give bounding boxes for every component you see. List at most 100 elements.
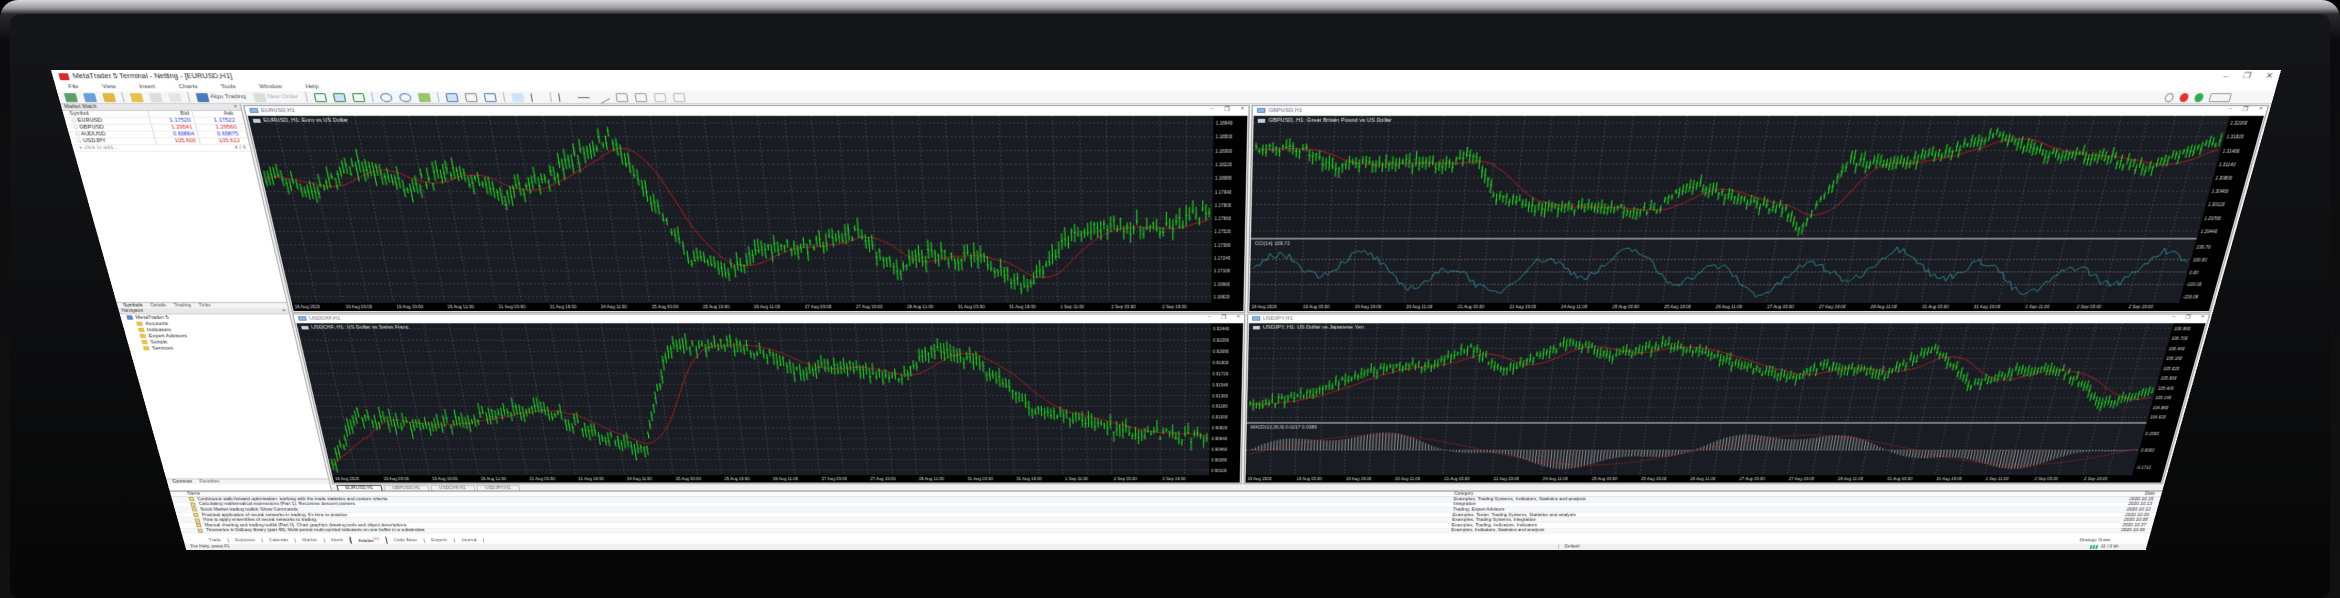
- tester-icon[interactable]: [167, 92, 182, 102]
- vertical-line-icon[interactable]: [557, 92, 571, 102]
- chart-maximize-button[interactable]: ❐: [2184, 315, 2192, 321]
- market-watch-row[interactable]: ◇ EURUSD 1.17520 1.17522: [64, 117, 245, 125]
- chart-area[interactable]: USDJPY, H1: US Dollar vs Japanese Yen MAC…: [1245, 323, 2206, 483]
- market-watch-row[interactable]: ◇ GBPUSD 1.29541 1.29560: [66, 124, 247, 132]
- column-bid[interactable]: Bid: [147, 110, 194, 117]
- text-label-icon[interactable]: [653, 92, 667, 102]
- chart-close-button[interactable]: ×: [2200, 314, 2206, 320]
- chart-area[interactable]: USDCHF, H1: US Dollar vs Swiss Franc 0.92…: [296, 323, 1244, 483]
- column-symbol[interactable]: Symbol: [68, 110, 90, 117]
- crosshair-icon[interactable]: [530, 92, 544, 102]
- cursor-icon[interactable]: [510, 92, 525, 102]
- autoscroll-icon[interactable]: [445, 92, 459, 102]
- column-name[interactable]: Name: [186, 491, 202, 497]
- toolbox-tab-code-base[interactable]: Code Base: [386, 538, 426, 543]
- time-axis[interactable]: 18 Aug 2020 19 Aug 03:00 19 Aug 19:00 20 Au…: [332, 475, 1210, 483]
- menu-view[interactable]: View: [101, 83, 117, 90]
- strategy-tester-button[interactable]: Strategy Tester: [2078, 538, 2112, 543]
- chart-window-titlebar[interactable]: USDCHF,H1 – ❐ ×: [293, 314, 1245, 323]
- profiles-icon[interactable]: [82, 92, 97, 102]
- chart-plot[interactable]: EURUSD, H1: Euro vs US Dollar: [247, 115, 1214, 303]
- channel-icon[interactable]: [615, 92, 629, 102]
- close-panel-icon[interactable]: ×: [281, 308, 287, 314]
- navigator-item[interactable]: Services: [135, 345, 299, 351]
- tab-favorites[interactable]: Favorites: [199, 479, 221, 485]
- chart-minimize-button[interactable]: –: [2171, 314, 2177, 320]
- column-ask[interactable]: Ask: [191, 110, 238, 117]
- chart-maximize-button[interactable]: ❐: [1221, 315, 1227, 321]
- price-axis[interactable]: 0.92440 0.92260 0.92080 0.91900 0.91720 0.915…: [1209, 323, 1244, 476]
- menu-window[interactable]: Window: [258, 83, 283, 90]
- chart-plot[interactable]: USDJPY, H1: US Dollar vs Japanese Yen MAC…: [1245, 323, 2174, 476]
- time-axis[interactable]: 18 Aug 2020 19 Aug 03:00 19 Aug 19:00 20 Au…: [1245, 475, 2133, 483]
- chart-area[interactable]: GBPUSD, H1: Great Britain Pound vs US Do…: [1249, 115, 2264, 311]
- signals-icon[interactable]: [2193, 92, 2205, 102]
- chart-maximize-button[interactable]: ❐: [1224, 107, 1231, 113]
- horizontal-line-icon[interactable]: [577, 96, 590, 98]
- algo-trading-button[interactable]: Algo Trading: [195, 92, 248, 102]
- chart-plot[interactable]: GBPUSD, H1: Great Britain Pound vs US Do…: [1249, 115, 2231, 303]
- bar-chart-icon[interactable]: [313, 92, 327, 102]
- chart-window-titlebar[interactable]: EURUSD,H1 – ❐ ×: [244, 106, 1249, 115]
- article-row[interactable]: Timeseries in DoEasy library (part 48): …: [180, 528, 2152, 534]
- tab-common[interactable]: Common: [172, 479, 193, 485]
- chart-window-eurusd[interactable]: EURUSD,H1 – ❐ × EURUSD, H1: Euro vs US Dolla…: [243, 105, 1250, 313]
- minimize-button[interactable]: –: [2222, 71, 2230, 81]
- data-window-icon[interactable]: [148, 92, 163, 102]
- chart-plot[interactable]: USDCHF, H1: US Dollar vs Swiss Franc: [296, 323, 1212, 476]
- toolbox-tab-exposure[interactable]: Exposure: [228, 538, 264, 543]
- market-watch-row[interactable]: ◇ AUDUSD 0.69864 0.69875: [68, 131, 248, 139]
- fibonacci-icon[interactable]: [634, 92, 648, 102]
- tile-windows-icon[interactable]: [417, 92, 431, 102]
- chart-area[interactable]: EURUSD, H1: Euro vs US Dollar 1.18640 1.18…: [247, 115, 1248, 311]
- time-axis[interactable]: 18 Aug 2020 19 Aug 03:00 19 Aug 19:00 20 Au…: [1249, 302, 2180, 311]
- search-input[interactable]: [2208, 92, 2233, 102]
- chart-minimize-button[interactable]: –: [1207, 314, 1212, 320]
- toolbox-tab-experts[interactable]: Experts: [424, 538, 456, 543]
- column-date[interactable]: Date: [2144, 491, 2156, 497]
- line-chart-icon[interactable]: [351, 92, 366, 102]
- indicators-icon[interactable]: [483, 92, 497, 102]
- close-button[interactable]: ✕: [2264, 71, 2275, 81]
- toolbox-tab-trade[interactable]: Trade: [201, 538, 230, 543]
- menu-help[interactable]: Help: [304, 83, 320, 90]
- add-symbol-input[interactable]: + click to add...: [72, 145, 157, 151]
- zoom-in-icon[interactable]: [379, 92, 393, 102]
- market-watch-row[interactable]: ◇ USDJPY 105.600 105.612: [70, 138, 250, 146]
- chart-window-titlebar[interactable]: USDJPY,H1 – ❐ ×: [1248, 314, 2210, 323]
- metaeditor-icon[interactable]: [129, 92, 144, 102]
- chart-window-gbpusd[interactable]: GBPUSD,H1 – ❐ × GBPUSD, H1: Great Britain Po…: [1247, 105, 2270, 313]
- toolbox-tab-market[interactable]: Market: [295, 538, 326, 543]
- new-chart-icon[interactable]: [63, 92, 78, 102]
- notifications-icon[interactable]: [2178, 92, 2190, 102]
- chart-window-titlebar[interactable]: GBPUSD,H1 – ❐ ×: [1252, 106, 2268, 115]
- chart-minimize-button[interactable]: –: [1210, 106, 1214, 112]
- price-axis[interactable]: 1.18640 1.18500 1.18360 1.18220 1.18080 1.179…: [1211, 115, 1248, 303]
- chart-close-button[interactable]: ×: [2258, 106, 2264, 112]
- chart-close-button[interactable]: ×: [1236, 314, 1241, 320]
- chart-shift-icon[interactable]: [464, 92, 478, 102]
- candlestick-chart-icon[interactable]: [332, 92, 346, 102]
- chart-window-usdchf[interactable]: USDCHF,H1 – ❐ × USDCHF, H1: US Dollar vs Swi…: [292, 313, 1246, 485]
- trendline-icon[interactable]: [594, 90, 611, 104]
- chart-maximize-button[interactable]: ❐: [2241, 107, 2249, 113]
- menu-file[interactable]: File: [67, 83, 80, 90]
- time-axis[interactable]: 18 Aug 2020 19 Aug 03:00 19 Aug 19:00 20 Au…: [291, 302, 1212, 311]
- menu-charts[interactable]: Charts: [177, 83, 199, 90]
- toolbox-tab-alerts[interactable]: Alerts: [323, 538, 352, 543]
- menu-tools[interactable]: Tools: [220, 83, 237, 90]
- add-symbol-row[interactable]: + click to add... 4 / 4: [72, 145, 251, 152]
- maximize-button[interactable]: ❐: [2242, 71, 2253, 81]
- chart-window-usdjpy[interactable]: USDJPY,H1 – ❐ × USDJPY, H1: US Dollar vs Jap…: [1243, 313, 2211, 485]
- toolbox-tab-journal[interactable]: Journal: [454, 538, 485, 543]
- menu-insert[interactable]: Insert: [138, 83, 157, 90]
- zoom-out-icon[interactable]: [398, 92, 412, 102]
- search-icon[interactable]: [2163, 92, 2175, 102]
- new-order-button[interactable]: New Order: [252, 92, 300, 102]
- chart-minimize-button[interactable]: –: [2227, 106, 2233, 112]
- toolbox-tab-calendar[interactable]: Calendar: [262, 538, 297, 543]
- shapes-icon[interactable]: [672, 92, 686, 102]
- column-category[interactable]: Category: [1454, 491, 1474, 497]
- chart-close-button[interactable]: ×: [1240, 106, 1245, 112]
- market-watch-icon[interactable]: [101, 92, 117, 102]
